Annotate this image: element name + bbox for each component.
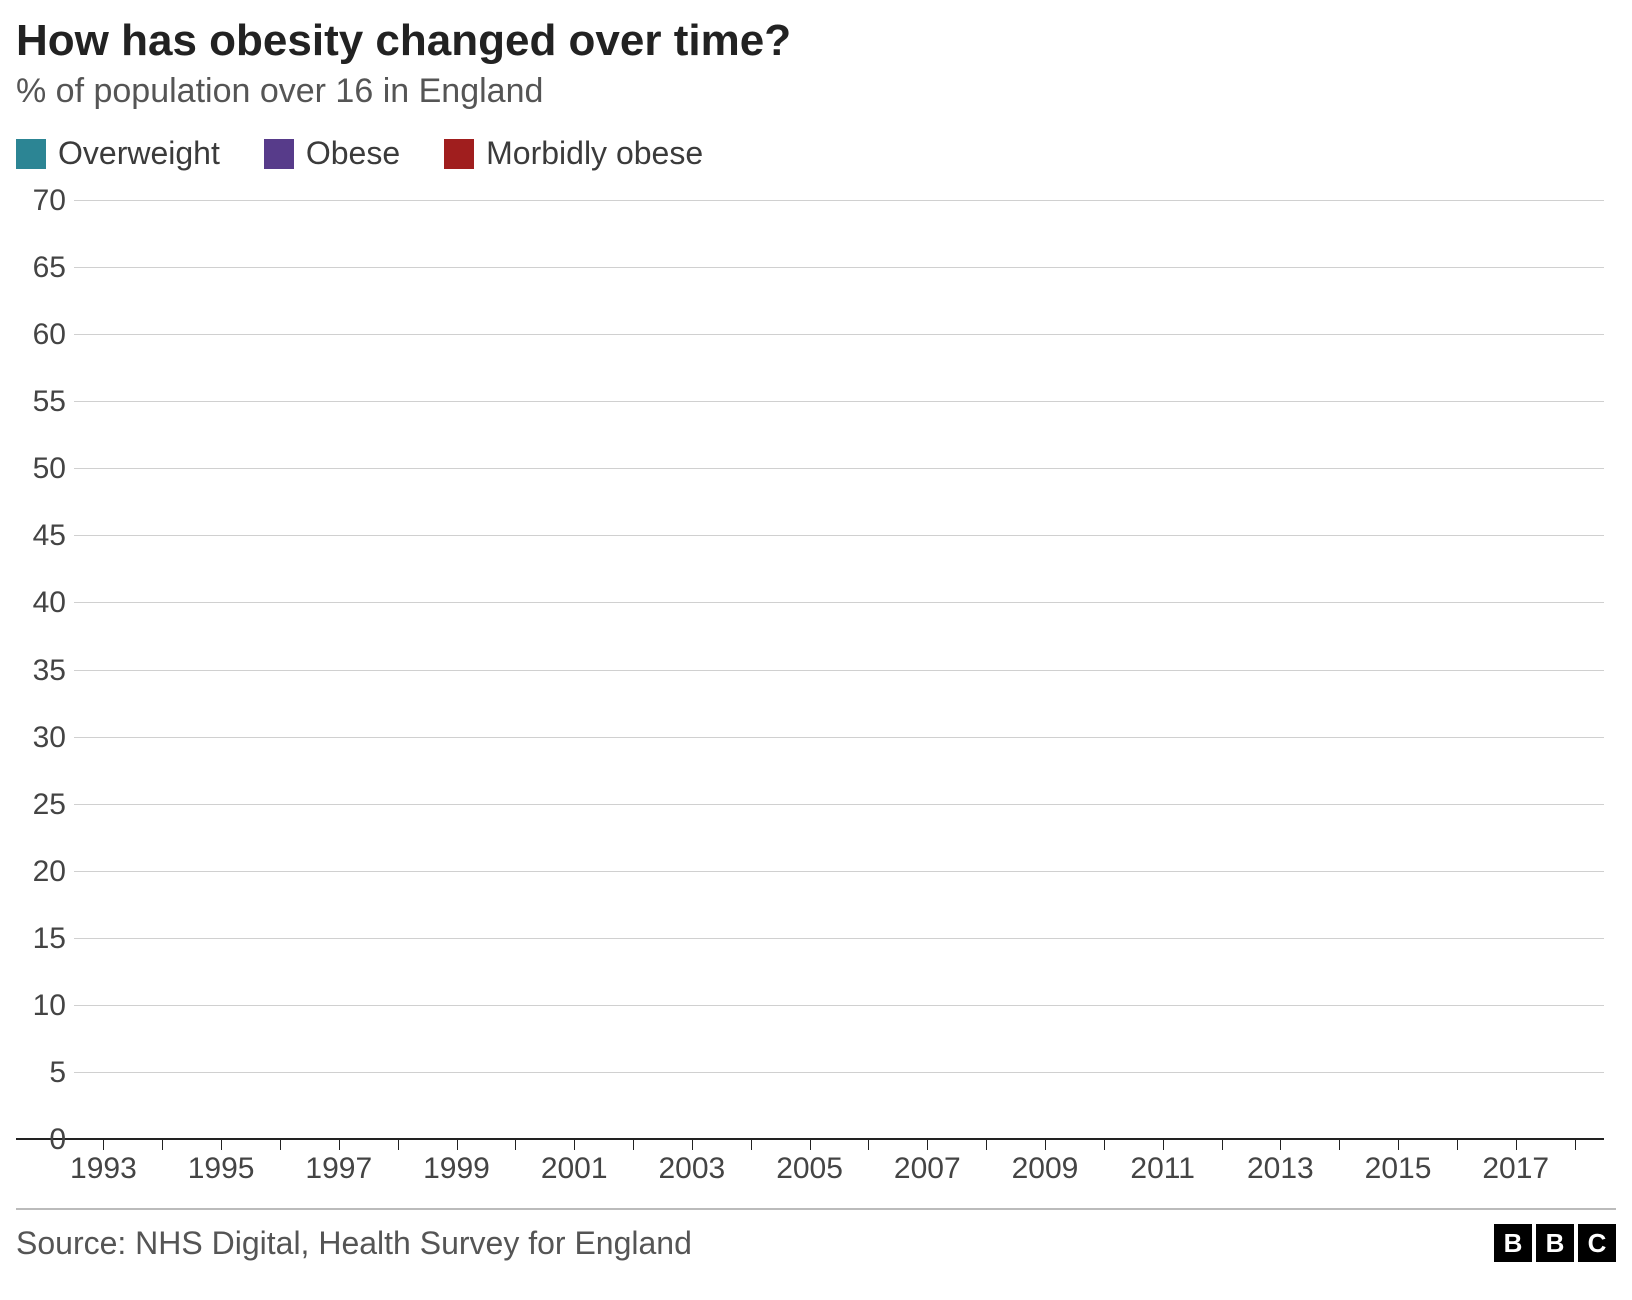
x-tick (339, 1140, 340, 1150)
x-tick-label: 2007 (894, 1152, 961, 1186)
y-tick-label: 25 (16, 788, 66, 822)
x-tick-label: 2013 (1247, 1152, 1314, 1186)
x-tick-label: 1995 (188, 1152, 255, 1186)
y-tick-label: 15 (16, 922, 66, 956)
bbc-logo-box: B (1494, 1224, 1532, 1262)
x-tick-label: 2001 (541, 1152, 608, 1186)
gridline (74, 468, 1604, 469)
gridline (74, 1005, 1604, 1006)
y-tick-label: 65 (16, 251, 66, 285)
x-tick-label: 2003 (659, 1152, 726, 1186)
y-tick-label: 70 (16, 184, 66, 218)
legend-swatch (444, 139, 474, 169)
y-tick-label: 0 (16, 1123, 66, 1157)
bbc-logo-box: B (1536, 1224, 1574, 1262)
x-tick-label: 2017 (1482, 1152, 1549, 1186)
gridline (74, 1072, 1604, 1073)
x-tick (221, 1140, 222, 1150)
x-tick (1045, 1140, 1046, 1150)
chart-subtitle: % of population over 16 in England (16, 72, 1616, 111)
x-tick (1457, 1140, 1458, 1150)
x-tick-label: 2011 (1130, 1152, 1195, 1186)
gridline (74, 334, 1604, 335)
x-tick (633, 1140, 634, 1150)
legend-swatch (16, 139, 46, 169)
y-tick-label: 5 (16, 1056, 66, 1090)
y-tick-label: 10 (16, 989, 66, 1023)
legend-label: Overweight (58, 135, 220, 172)
legend-item: Overweight (16, 135, 220, 172)
x-tick (1280, 1140, 1281, 1150)
gridline (74, 938, 1604, 939)
x-tick (927, 1140, 928, 1150)
bbc-logo-box: C (1578, 1224, 1616, 1262)
x-tick (515, 1140, 516, 1150)
gridline (74, 804, 1604, 805)
x-tick (280, 1140, 281, 1150)
x-tick-label: 1999 (423, 1152, 490, 1186)
bbc-logo: BBC (1494, 1224, 1616, 1262)
gridline (74, 871, 1604, 872)
x-tick (751, 1140, 752, 1150)
legend-label: Obese (306, 135, 400, 172)
gridline (74, 535, 1604, 536)
legend: Overweight Obese Morbidly obese (16, 135, 1616, 172)
chart-container: How has obesity changed over time? % of … (16, 16, 1616, 1284)
y-tick-label: 45 (16, 519, 66, 553)
x-tick (1575, 1140, 1576, 1150)
x-tick-label: 2009 (1012, 1152, 1079, 1186)
plot-area: 0510152025303540455055606570 (74, 200, 1604, 1140)
legend-item: Morbidly obese (444, 135, 703, 172)
x-axis: 1993199519971999200120032005200720092011… (74, 1140, 1604, 1190)
x-tick (868, 1140, 869, 1150)
y-tick-label: 60 (16, 318, 66, 352)
legend-item: Obese (264, 135, 400, 172)
legend-label: Morbidly obese (486, 135, 703, 172)
x-tick (1222, 1140, 1223, 1150)
y-tick-label: 30 (16, 721, 66, 755)
x-tick-label: 1993 (70, 1152, 137, 1186)
y-tick-label: 55 (16, 385, 66, 419)
y-tick-label: 50 (16, 452, 66, 486)
x-tick (574, 1140, 575, 1150)
gridline (74, 670, 1604, 671)
chart-footer: Source: NHS Digital, Health Survey for E… (16, 1208, 1616, 1262)
x-tick (1398, 1140, 1399, 1150)
x-tick-label: 1997 (305, 1152, 372, 1186)
y-tick-label: 40 (16, 586, 66, 620)
x-tick (1516, 1140, 1517, 1150)
gridline (74, 737, 1604, 738)
x-tick (398, 1140, 399, 1150)
legend-swatch (264, 139, 294, 169)
gridline (74, 602, 1604, 603)
y-tick-label: 20 (16, 855, 66, 889)
x-tick (103, 1140, 104, 1150)
gridline (74, 401, 1604, 402)
x-tick-label: 2015 (1365, 1152, 1432, 1186)
gridline (74, 267, 1604, 268)
x-tick (162, 1140, 163, 1150)
x-tick (986, 1140, 987, 1150)
x-tick (692, 1140, 693, 1150)
source-text: Source: NHS Digital, Health Survey for E… (16, 1225, 692, 1262)
x-tick-label: 2005 (776, 1152, 843, 1186)
x-tick (1104, 1140, 1105, 1150)
x-tick (1163, 1140, 1164, 1150)
x-tick (810, 1140, 811, 1150)
chart-title: How has obesity changed over time? (16, 16, 1616, 66)
y-tick-label: 35 (16, 654, 66, 688)
x-tick (457, 1140, 458, 1150)
x-tick (1339, 1140, 1340, 1150)
